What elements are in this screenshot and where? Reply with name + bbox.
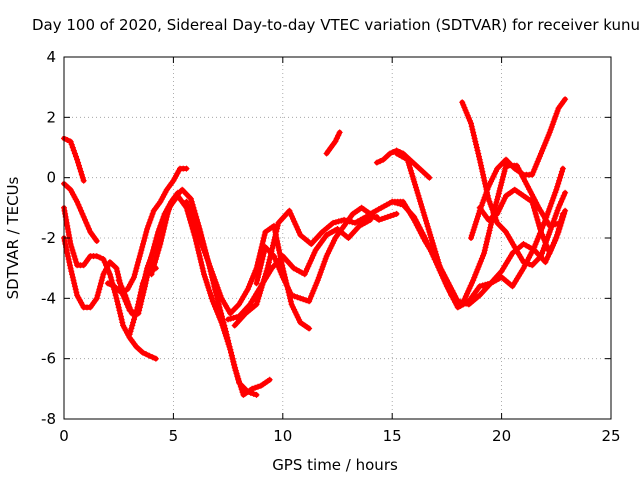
series-markers xyxy=(183,198,313,332)
x-tick-label: 10 xyxy=(273,427,292,445)
x-tick-label: 0 xyxy=(59,427,69,445)
series-line xyxy=(61,181,100,244)
series-markers xyxy=(323,129,343,157)
series-markers xyxy=(393,150,564,308)
series-layer xyxy=(61,96,569,398)
y-axis-label: SDTVAR / TECUs xyxy=(4,176,22,299)
x-tick-label: 15 xyxy=(383,427,402,445)
y-tick-label: 4 xyxy=(46,48,56,66)
series-track-20 xyxy=(476,186,569,257)
y-tick-label: -8 xyxy=(41,410,56,428)
series-track-19 xyxy=(468,96,569,241)
chart-title: Day 100 of 2020, Sidereal Day-to-day VTE… xyxy=(32,16,640,34)
series-track-12 xyxy=(253,204,400,305)
series-track-5 xyxy=(104,165,190,296)
y-tick-label: 2 xyxy=(46,108,56,126)
series-markers xyxy=(367,165,566,308)
series-track-13 xyxy=(323,129,343,157)
series-line xyxy=(367,166,566,307)
axis-layer: 0 5 10 15 20 25 -8 -6 -4 -2 0 2 4 xyxy=(41,48,621,445)
series-track-1 xyxy=(61,135,87,184)
grid-lines xyxy=(64,57,611,419)
y-tick-label: -6 xyxy=(41,350,56,368)
x-axis-label: GPS time / hours xyxy=(272,456,398,474)
x-tick-label: 20 xyxy=(492,427,511,445)
y-tick-label: -4 xyxy=(41,289,56,307)
series-markers xyxy=(468,96,569,241)
y-tick-label: 0 xyxy=(46,169,56,187)
series-track-11 xyxy=(231,207,380,329)
series-track-17 xyxy=(393,150,564,308)
series-track-8 xyxy=(148,192,260,398)
series-markers xyxy=(476,186,569,257)
series-markers xyxy=(61,135,87,184)
series-track-14 xyxy=(373,147,433,181)
x-tick-label: 25 xyxy=(601,427,620,445)
x-tick-label: 5 xyxy=(169,427,179,445)
plot-frame xyxy=(63,56,612,420)
y-tick-label: -2 xyxy=(41,229,56,247)
series-track-15 xyxy=(367,165,566,308)
